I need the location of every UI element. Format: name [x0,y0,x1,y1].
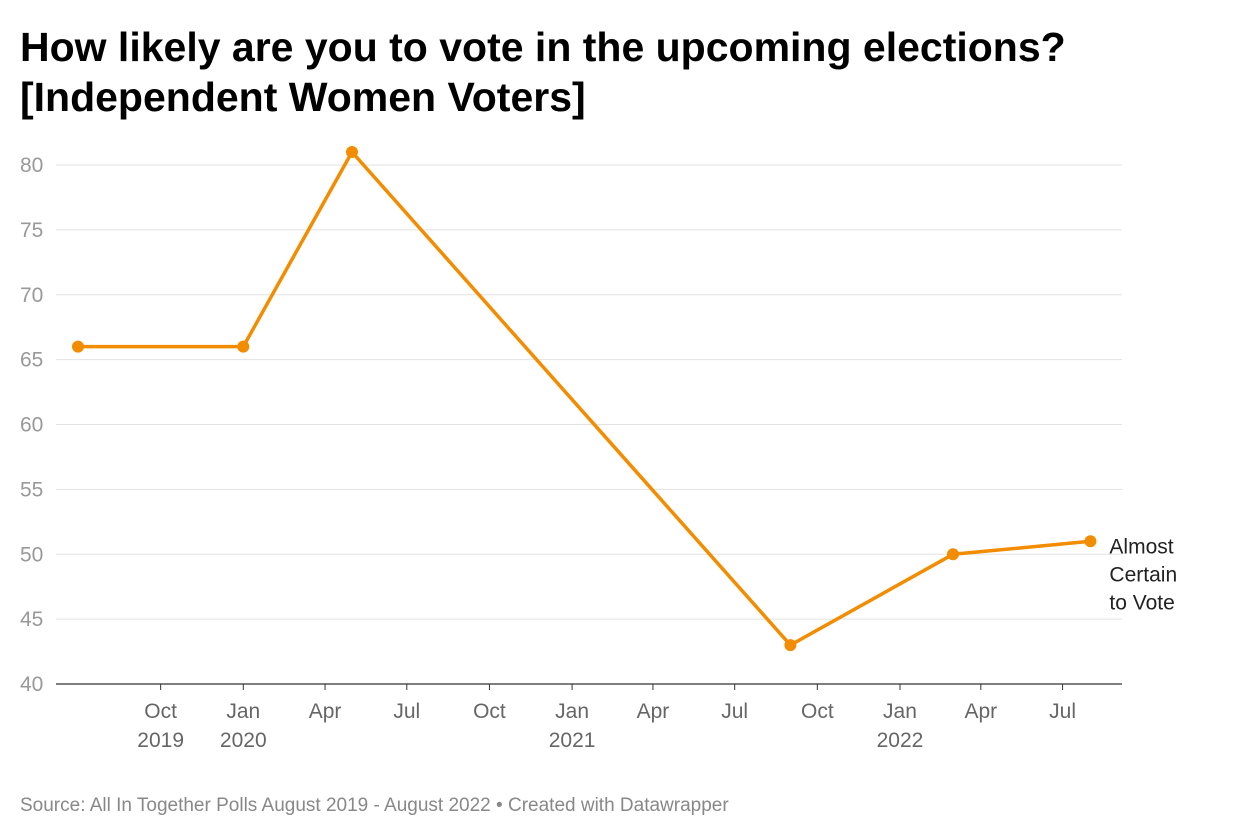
series-label: Almost Certain to Vote [1109,535,1177,614]
y-tick-label-65: 65 [20,349,43,372]
footer-separator: • [490,795,508,816]
x-tick-label-4: Oct [473,700,506,723]
x-tick-label-5: Jan 2021 [549,700,596,752]
y-tick-label-80: 80 [20,154,43,177]
x-tick-label-8-line-1: Oct [801,700,834,723]
y-tick-label-45: 45 [20,608,43,631]
series-layer [72,146,1097,652]
x-tick-label-0: Oct 2019 [137,700,184,752]
x-tick-label-7-line-1: Jul [721,700,748,723]
y-tick-label-55: 55 [20,478,43,501]
chart-title: How likely are you to vote in the upcomi… [20,22,1220,122]
x-tick-label-1-line-2: 2020 [220,729,267,752]
x-tick-label-6-line-1: Apr [637,700,670,723]
x-tick-label-9: Jan 2022 [877,700,924,752]
x-tick-label-9-line-2: 2022 [877,729,924,752]
data-point-2 [345,146,358,159]
y-axis-tick-labels: 40 45 50 55 60 65 70 75 80 [20,154,43,696]
series-line-0 [76,150,1093,647]
x-tick-label-1: Jan 2020 [220,700,267,752]
x-tick-label-0-line-1: Oct [144,700,177,723]
y-tick-label-70: 70 [20,284,43,307]
data-point-3 [784,639,797,652]
x-axis-tick-labels: Oct 2019 Jan 2020 Apr Jul Oct Jan 2021 Apr Jul Oct J… [137,700,1076,752]
x-tick-label-9-line-1: Jan [883,700,917,723]
y-tick-label-75: 75 [20,219,43,242]
chart-title-line-2: [Independent Women Voters] [20,74,586,120]
x-tick-label-7: Jul [721,700,748,723]
x-tick-label-3-line-1: Jul [393,700,420,723]
y-tick-label-60: 60 [20,414,43,437]
x-tick-label-1-line-1: Jan [226,700,260,723]
series-label-line-1: Almost [1109,535,1173,558]
x-tick-label-0-line-2: 2019 [137,729,184,752]
series-label-line-3: to Vote [1109,591,1174,614]
data-point-1 [237,340,250,353]
x-tick-label-2-line-1: Apr [309,700,342,723]
x-tick-label-10: Apr [964,700,997,723]
y-tick-label-40: 40 [20,673,43,696]
series-label-line-2: Certain [1109,563,1177,586]
chart-title-line-1: How likely are you to vote in the upcomi… [20,24,1066,70]
x-tick-label-11-line-1: Jul [1049,700,1076,723]
x-tick-label-4-line-1: Oct [473,700,506,723]
x-tick-label-11: Jul [1049,700,1076,723]
data-point-5 [1084,535,1097,548]
x-tick-label-3: Jul [393,700,420,723]
credit-note: Created with Datawrapper [507,795,729,816]
data-point-0 [72,340,84,353]
y-tick-label-50: 50 [20,543,43,566]
chart-footer: Source: All In Together Polls August 201… [20,795,729,817]
source-note: Source: All In Together Polls August 201… [20,795,491,816]
x-tick-label-2: Apr [309,700,342,723]
y-gridlines [56,164,1122,620]
x-axis [56,683,1122,690]
series-label-text-0: Almost Certain to Vote [1109,535,1177,614]
x-tick-label-10-line-1: Apr [964,700,997,723]
x-tick-label-8: Oct [801,700,834,723]
x-tick-label-6: Apr [637,700,670,723]
x-tick-label-5-line-1: Jan [555,700,589,723]
x-tick-label-5-line-2: 2021 [549,729,596,752]
data-point-4 [946,548,959,561]
